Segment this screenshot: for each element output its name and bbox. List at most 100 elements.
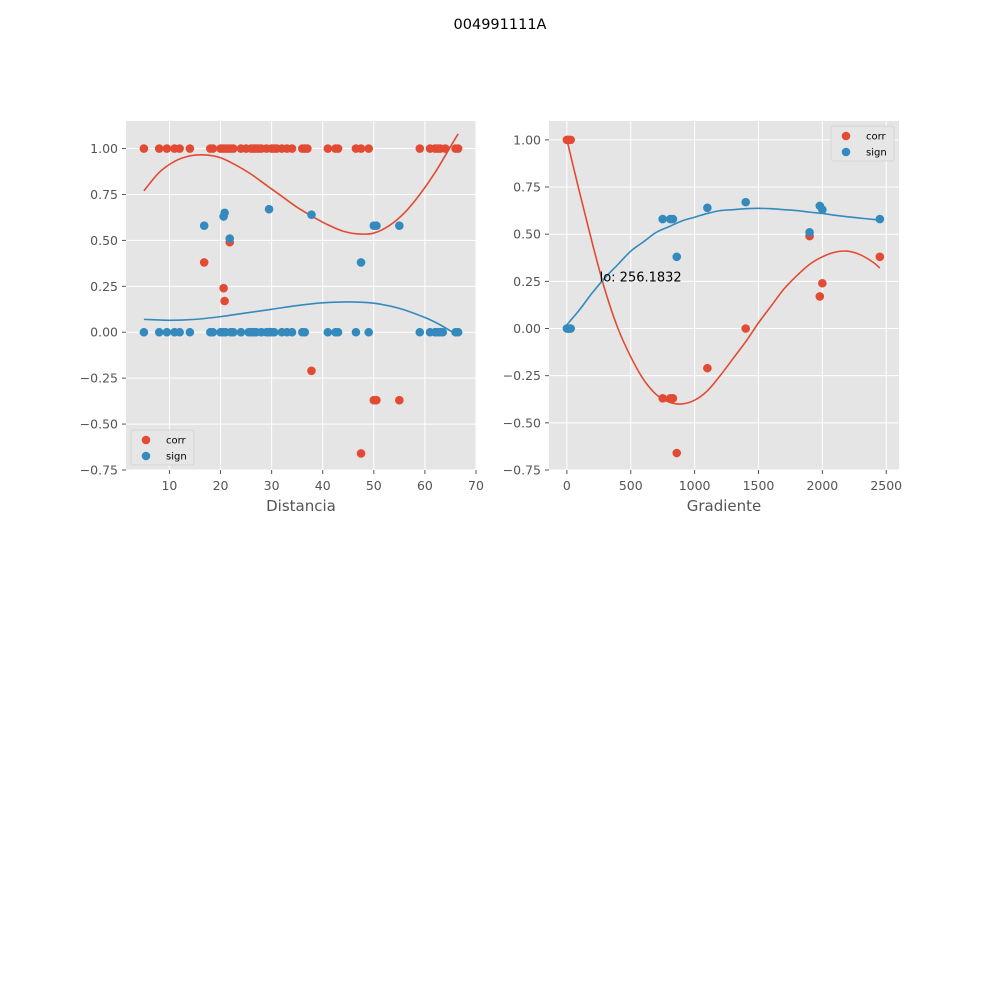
data-point-corr bbox=[815, 292, 825, 301]
data-point-corr bbox=[356, 144, 366, 153]
data-point-corr bbox=[162, 144, 172, 153]
data-point-corr bbox=[356, 449, 366, 458]
data-point-corr bbox=[741, 324, 751, 333]
data-point-sign bbox=[333, 327, 343, 337]
data-point-sign bbox=[185, 327, 195, 337]
data-point-corr bbox=[395, 395, 404, 405]
legend-marker-sign bbox=[841, 147, 851, 157]
data-point-sign bbox=[395, 221, 404, 230]
data-point-corr bbox=[364, 144, 374, 153]
plot-area bbox=[549, 121, 899, 470]
data-point-corr bbox=[208, 144, 218, 153]
y-tick-label: 1.00 bbox=[513, 132, 541, 147]
x-tick-label: 1500 bbox=[743, 478, 775, 493]
data-point-corr bbox=[453, 144, 463, 153]
data-point-sign bbox=[364, 327, 374, 337]
fit-line-sign bbox=[566, 207, 880, 326]
y-tick-label: 0.00 bbox=[90, 325, 118, 340]
data-point-corr bbox=[154, 144, 164, 153]
data-point-sign bbox=[287, 327, 297, 337]
data-point-sign bbox=[154, 327, 164, 337]
data-point-sign bbox=[236, 327, 246, 337]
x-tick-label: 40 bbox=[315, 478, 331, 493]
y-tick-label: 0.50 bbox=[90, 233, 118, 248]
data-point-corr bbox=[875, 252, 885, 262]
plot-area bbox=[126, 121, 476, 470]
y-tick-label: 1.00 bbox=[90, 141, 118, 156]
y-tick-label: 0.25 bbox=[90, 279, 118, 294]
x-tick-label: 500 bbox=[619, 478, 643, 493]
x-tick-label: 30 bbox=[264, 478, 280, 493]
data-point-sign bbox=[139, 327, 149, 337]
x-axis-label: Gradiente bbox=[687, 497, 762, 515]
data-point-sign bbox=[228, 327, 238, 337]
y-tick-label: −0.25 bbox=[503, 368, 541, 383]
legend-marker-sign bbox=[141, 451, 151, 461]
data-point-sign bbox=[668, 214, 678, 224]
y-tick-label: −0.50 bbox=[503, 415, 541, 430]
data-point-sign bbox=[220, 208, 229, 218]
data-point-sign bbox=[264, 204, 274, 214]
y-tick-label: 0.75 bbox=[90, 187, 118, 202]
x-tick-label: 70 bbox=[468, 478, 484, 493]
data-point-corr bbox=[185, 144, 195, 153]
y-tick-label: −0.75 bbox=[503, 463, 541, 478]
y-tick-label: −0.50 bbox=[80, 417, 118, 432]
data-point-sign bbox=[658, 214, 667, 224]
legend: corr sign bbox=[830, 125, 895, 162]
x-axis-label: Distancia bbox=[266, 497, 336, 515]
data-point-corr bbox=[658, 394, 667, 403]
data-point-sign bbox=[741, 197, 751, 207]
chart-panel-2: 0 500 1000 1500 2000 2500 −0.75 −0.50 −0.25 0.00 0… bbox=[503, 121, 902, 515]
x-tick-label: 1000 bbox=[679, 478, 711, 493]
data-point-sign bbox=[453, 327, 463, 337]
legend-marker-corr bbox=[141, 435, 151, 445]
x-tick-label: 20 bbox=[213, 478, 229, 493]
data-point-corr bbox=[672, 448, 682, 458]
x-tick-label: 2000 bbox=[806, 478, 838, 493]
data-point-corr bbox=[228, 144, 238, 153]
data-point-sign bbox=[703, 203, 712, 213]
data-point-sign bbox=[566, 324, 576, 333]
legend: corr sign bbox=[130, 429, 195, 466]
data-point-corr bbox=[175, 144, 184, 153]
x-tick-label: 2500 bbox=[870, 478, 902, 493]
data-point-sign bbox=[438, 327, 448, 337]
data-point-corr bbox=[668, 394, 678, 403]
data-point-sign bbox=[208, 327, 218, 337]
y-tick-label: −0.75 bbox=[80, 463, 118, 478]
data-point-sign bbox=[175, 327, 184, 337]
annotation-label: lo: 256.1832 bbox=[600, 270, 682, 285]
data-point-corr bbox=[372, 395, 381, 405]
data-point-corr bbox=[219, 283, 228, 293]
data-point-sign bbox=[415, 327, 425, 337]
data-point-corr bbox=[818, 278, 827, 288]
data-point-sign bbox=[300, 327, 310, 337]
data-point-sign bbox=[323, 327, 333, 337]
data-point-sign bbox=[818, 205, 827, 214]
figure-title: 004991111A bbox=[453, 17, 547, 33]
legend-marker-corr bbox=[841, 131, 851, 141]
data-point-corr bbox=[220, 296, 229, 306]
data-point-corr bbox=[333, 144, 343, 153]
data-point-sign bbox=[307, 210, 316, 219]
data-point-corr bbox=[703, 363, 712, 373]
y-tick-label: 0.00 bbox=[513, 321, 541, 336]
y-tick-label: 0.50 bbox=[513, 227, 541, 242]
data-point-sign bbox=[805, 228, 814, 237]
x-tick-label: 10 bbox=[161, 478, 177, 493]
data-point-sign bbox=[875, 214, 885, 224]
data-point-sign bbox=[356, 258, 366, 267]
data-point-corr bbox=[566, 135, 576, 145]
fit-line-corr bbox=[566, 139, 881, 405]
data-point-corr bbox=[303, 144, 312, 153]
legend-label-corr: corr bbox=[866, 132, 887, 143]
x-tick-label: 0 bbox=[563, 478, 571, 493]
fit-line-corr bbox=[143, 133, 459, 235]
data-point-corr bbox=[323, 144, 333, 153]
y-tick-label: 0.25 bbox=[513, 274, 541, 289]
data-point-corr bbox=[415, 144, 425, 153]
data-point-corr bbox=[287, 144, 297, 153]
